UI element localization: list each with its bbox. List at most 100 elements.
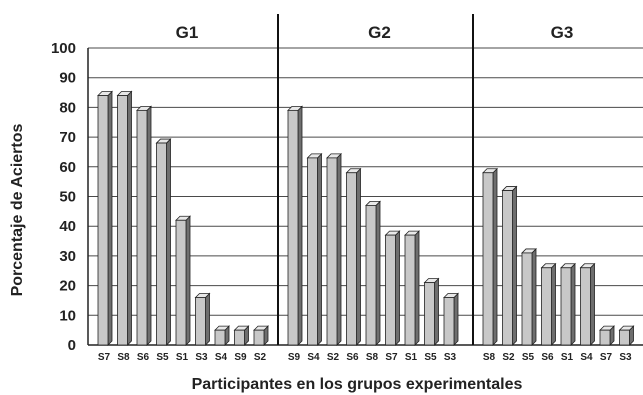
x-tick-label: S1 xyxy=(405,352,418,363)
bar xyxy=(194,292,211,346)
bar-side xyxy=(531,247,537,346)
bar xyxy=(287,105,303,346)
bar-side xyxy=(356,167,361,346)
x-tick-label: S1 xyxy=(176,352,189,363)
bar xyxy=(306,152,323,346)
bar-side xyxy=(395,230,400,346)
bar-front xyxy=(385,234,396,346)
x-tick-label: S5 xyxy=(522,352,535,363)
bar-front xyxy=(521,252,533,346)
bar-front xyxy=(404,234,416,346)
bar xyxy=(97,90,113,346)
x-tick-label: S9 xyxy=(288,352,301,363)
bar-side xyxy=(551,262,556,346)
y-axis-label: Porcentaje de Aciertos xyxy=(9,124,26,297)
group-label: G3 xyxy=(551,23,574,42)
bar-side xyxy=(570,262,576,346)
x-tick-label: S6 xyxy=(346,352,359,363)
bar-front xyxy=(619,329,630,346)
x-axis-label: Participantes en los grupos experimental… xyxy=(192,376,523,393)
bar-front xyxy=(117,95,128,346)
bar-side xyxy=(205,292,210,346)
y-tick-label: 10 xyxy=(59,307,76,324)
bar xyxy=(175,215,191,346)
bar-front xyxy=(214,329,226,346)
bar-front xyxy=(599,329,611,346)
x-tick-label: S7 xyxy=(600,352,613,363)
bar xyxy=(345,167,362,346)
bar xyxy=(579,262,596,346)
bar xyxy=(365,200,381,346)
y-tick-label: 80 xyxy=(59,99,76,116)
bar-side xyxy=(453,292,459,346)
bar-front xyxy=(541,267,552,346)
x-tick-label: S2 xyxy=(254,352,267,363)
bar-front xyxy=(307,157,318,346)
y-tick-label: 50 xyxy=(59,189,76,206)
x-tick-label: S7 xyxy=(385,352,398,363)
bar-front xyxy=(195,297,206,346)
bar-front xyxy=(560,267,572,346)
bar xyxy=(599,325,615,346)
bar-front xyxy=(346,172,357,346)
bar-front xyxy=(175,219,187,346)
group-labels: G1 G2 G3 xyxy=(176,23,574,42)
bar-side xyxy=(375,200,381,346)
bar-side xyxy=(107,90,113,346)
bar xyxy=(540,262,557,346)
x-tick-label: S4 xyxy=(580,352,593,363)
bars xyxy=(97,90,635,346)
bar xyxy=(423,277,440,346)
y-tick-label: 100 xyxy=(51,40,76,57)
bar xyxy=(233,325,250,346)
bar-side xyxy=(512,185,517,346)
bar xyxy=(560,262,576,346)
bar-side xyxy=(166,138,171,346)
bar-side xyxy=(492,167,498,346)
bar-side xyxy=(317,152,322,346)
bar xyxy=(404,230,420,346)
x-tick-label: S6 xyxy=(137,352,150,363)
gridlines xyxy=(88,47,643,346)
bar xyxy=(155,138,172,346)
y-tick-label: 90 xyxy=(59,70,76,87)
y-tick-label: 20 xyxy=(59,278,76,295)
bar xyxy=(326,152,342,346)
x-tick-label: S8 xyxy=(483,352,496,363)
bar-front xyxy=(234,329,245,346)
group-label: G2 xyxy=(368,23,391,42)
bar-front xyxy=(326,157,338,346)
y-axis: 0 10 20 30 40 50 60 70 80 90 100 xyxy=(51,40,643,354)
bar-front xyxy=(365,205,377,346)
bar-side xyxy=(336,152,342,346)
x-tick-label: S2 xyxy=(502,352,515,363)
x-tick-label: S3 xyxy=(444,352,457,363)
bar-front xyxy=(97,95,109,346)
x-tick-label: S3 xyxy=(195,352,208,363)
bar-front xyxy=(156,142,167,346)
x-tick-label: S5 xyxy=(424,352,437,363)
bar-front xyxy=(443,297,455,346)
x-tick-label: S5 xyxy=(156,352,169,363)
bar-side xyxy=(414,230,420,346)
y-tick-label: 40 xyxy=(59,218,76,235)
x-tick-label: S6 xyxy=(541,352,554,363)
bar xyxy=(521,247,537,346)
x-tick-label: S3 xyxy=(619,352,632,363)
x-tick-label: S1 xyxy=(561,352,574,363)
bar-front xyxy=(502,190,513,346)
bar-side xyxy=(127,90,132,346)
x-tick-label: S8 xyxy=(366,352,379,363)
x-tick-label: S8 xyxy=(117,352,130,363)
x-tick-label: S4 xyxy=(307,352,320,363)
bar-front xyxy=(424,282,435,346)
bar-side xyxy=(185,215,191,346)
group-separators xyxy=(277,14,474,345)
x-tick-label: S9 xyxy=(234,352,247,363)
bar-front xyxy=(287,109,299,346)
bar xyxy=(253,325,269,346)
bar-side xyxy=(590,262,595,346)
bar-front xyxy=(580,267,591,346)
bar xyxy=(136,105,152,346)
